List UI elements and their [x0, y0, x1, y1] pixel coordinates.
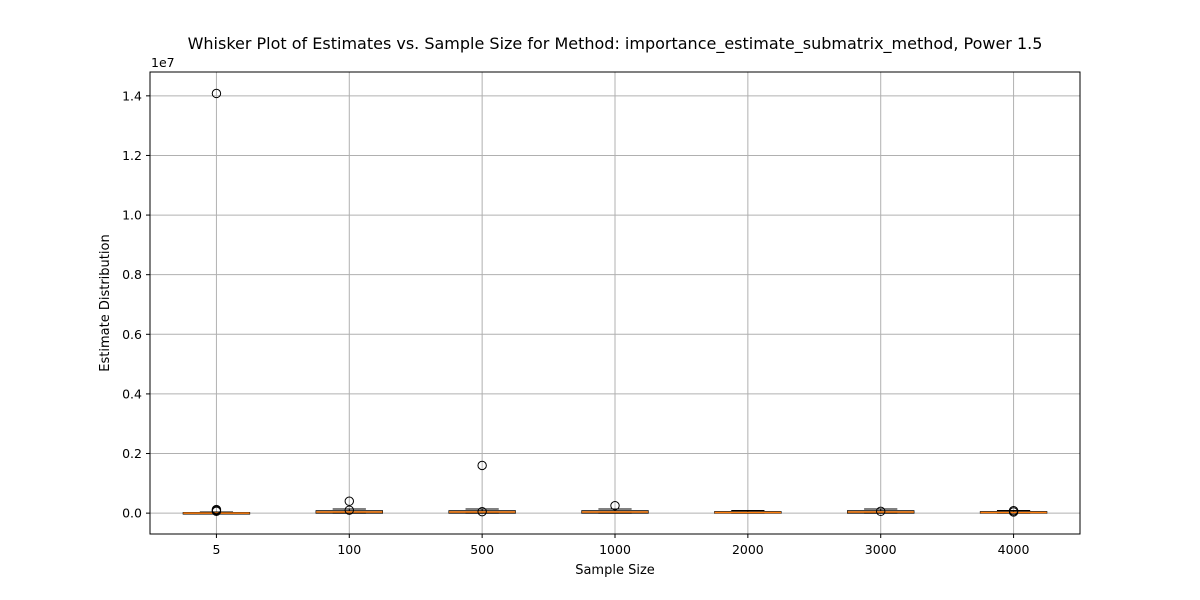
y-tick-label: 1.0: [122, 208, 142, 223]
outlier-point: [344, 496, 354, 506]
outlier-point: [211, 506, 222, 517]
y-tick-label: 0.2: [122, 446, 142, 461]
x-tick-label: 4000: [998, 542, 1030, 557]
x-tick-label: 5: [212, 542, 220, 557]
box-group: [714, 509, 782, 514]
outlier-point: [211, 88, 222, 99]
y-axis-label: Estimate Distribution: [98, 234, 113, 371]
outlier-point: [344, 505, 354, 515]
box-layer: [182, 88, 1048, 517]
outlier-point: [610, 500, 620, 511]
x-tick-label: 2000: [732, 542, 764, 557]
y-tick-label: 0.6: [122, 327, 142, 342]
outlier-point: [1008, 507, 1019, 517]
tick-layer: 0.0 0.2 0.4 0.6 0.8 1.0 1.2 1.4 5 100 500 1000 2000 3…: [122, 88, 1029, 557]
y-tick-label: 0.0: [122, 506, 142, 521]
outlier-point: [477, 460, 487, 471]
chart-title: Whisker Plot of Estimates vs. Sample Siz…: [188, 34, 1043, 54]
outlier-point: [876, 506, 886, 517]
x-tick-label: 1000: [599, 542, 631, 557]
y-axis-multiplier: 1e7: [151, 55, 175, 70]
box-group: [847, 506, 915, 517]
x-tick-label: 3000: [865, 542, 897, 557]
x-axis-label: Sample Size: [575, 563, 655, 578]
grid-layer: [150, 72, 1080, 534]
y-tick-label: 1.2: [122, 148, 142, 163]
outlier-point: [477, 506, 487, 517]
x-tick-label: 500: [470, 542, 494, 557]
box-group: [979, 506, 1048, 517]
box-group: [182, 88, 251, 517]
y-tick-label: 0.4: [122, 386, 142, 401]
box-group: [315, 496, 384, 515]
box-group: [448, 460, 516, 517]
box-group: [581, 500, 649, 514]
y-tick-label: 0.8: [122, 267, 142, 282]
x-tick-label: 100: [337, 542, 361, 557]
y-tick-label: 1.4: [122, 88, 142, 103]
